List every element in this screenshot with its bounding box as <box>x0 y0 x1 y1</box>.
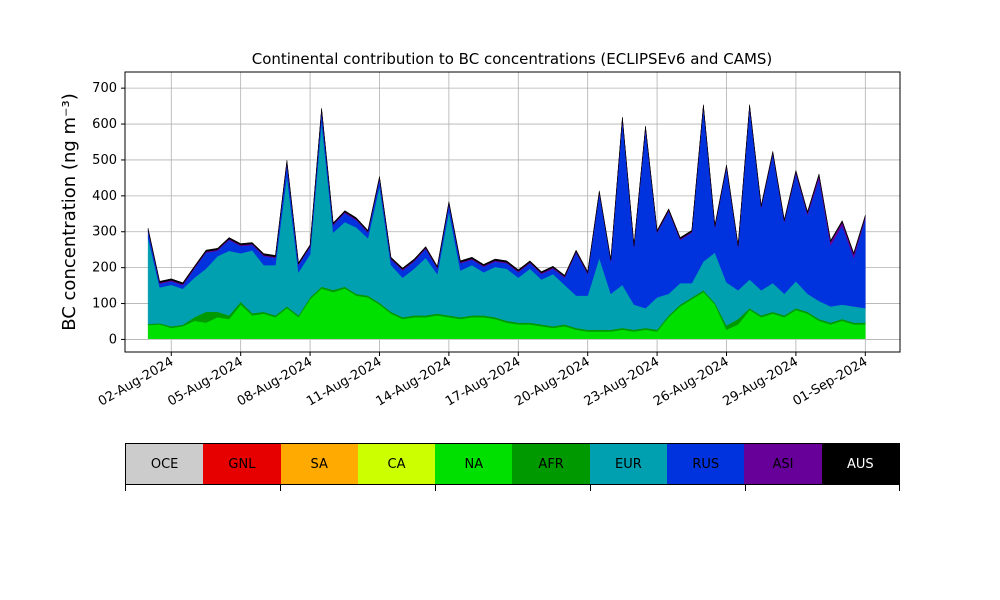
y-tick-label: 200 <box>92 261 117 276</box>
x-tick-label: 01-Sep-2024 <box>790 354 870 409</box>
y-tick-label: 100 <box>92 297 117 312</box>
legend-item-gnl: GNL <box>203 444 281 484</box>
y-tick-label: 400 <box>92 189 117 204</box>
legend-item-eur: EUR <box>589 444 668 484</box>
legend-item-aus: AUS <box>821 444 899 484</box>
y-tick-label: 300 <box>92 225 117 240</box>
x-tick-label: 14-Aug-2024 <box>374 354 454 409</box>
colorbar-tick <box>280 485 281 491</box>
y-tick-label: 0 <box>109 332 117 347</box>
legend-item-afr: AFR <box>512 444 590 484</box>
plot-frame <box>124 71 901 353</box>
legend-item-rus: RUS <box>667 444 745 484</box>
stacked-area-series <box>147 104 866 340</box>
y-axis-label: BC concentration (ng m⁻³) <box>59 93 80 331</box>
colorbar-tick <box>435 485 436 491</box>
colorbar-tick <box>745 485 746 491</box>
colorbar-ticks <box>125 485 900 491</box>
x-tick-label: 11-Aug-2024 <box>304 354 384 409</box>
x-tick-label: 02-Aug-2024 <box>96 354 176 409</box>
legend-item-asi: ASI <box>744 444 822 484</box>
x-tick-label: 17-Aug-2024 <box>443 354 523 409</box>
x-tick-label: 08-Aug-2024 <box>235 354 315 409</box>
legend-item-ca: CA <box>357 444 436 484</box>
x-tick-label: 20-Aug-2024 <box>512 354 592 409</box>
colorbar-tick <box>590 485 591 491</box>
y-tick-label: 600 <box>92 117 117 132</box>
x-tick-label: 05-Aug-2024 <box>165 354 245 409</box>
y-tick-label: 500 <box>92 153 117 168</box>
colorbar-tick <box>125 485 126 491</box>
x-tick-label: 29-Aug-2024 <box>721 354 801 409</box>
x-tick-label: 26-Aug-2024 <box>651 354 731 409</box>
region-colorbar-legend: OCE GNL SA CA NA AFR EUR RUS ASI AUS <box>125 443 900 485</box>
legend-item-na: NA <box>435 444 513 484</box>
legend-item-sa: SA <box>280 444 358 484</box>
legend-item-oce: OCE <box>126 444 204 484</box>
y-tick-label: 700 <box>92 81 117 96</box>
x-tick-label: 23-Aug-2024 <box>582 354 662 409</box>
chart-title: Continental contribution to BC concentra… <box>252 50 773 68</box>
colorbar-tick <box>899 485 900 491</box>
series-area-aus <box>147 104 866 285</box>
